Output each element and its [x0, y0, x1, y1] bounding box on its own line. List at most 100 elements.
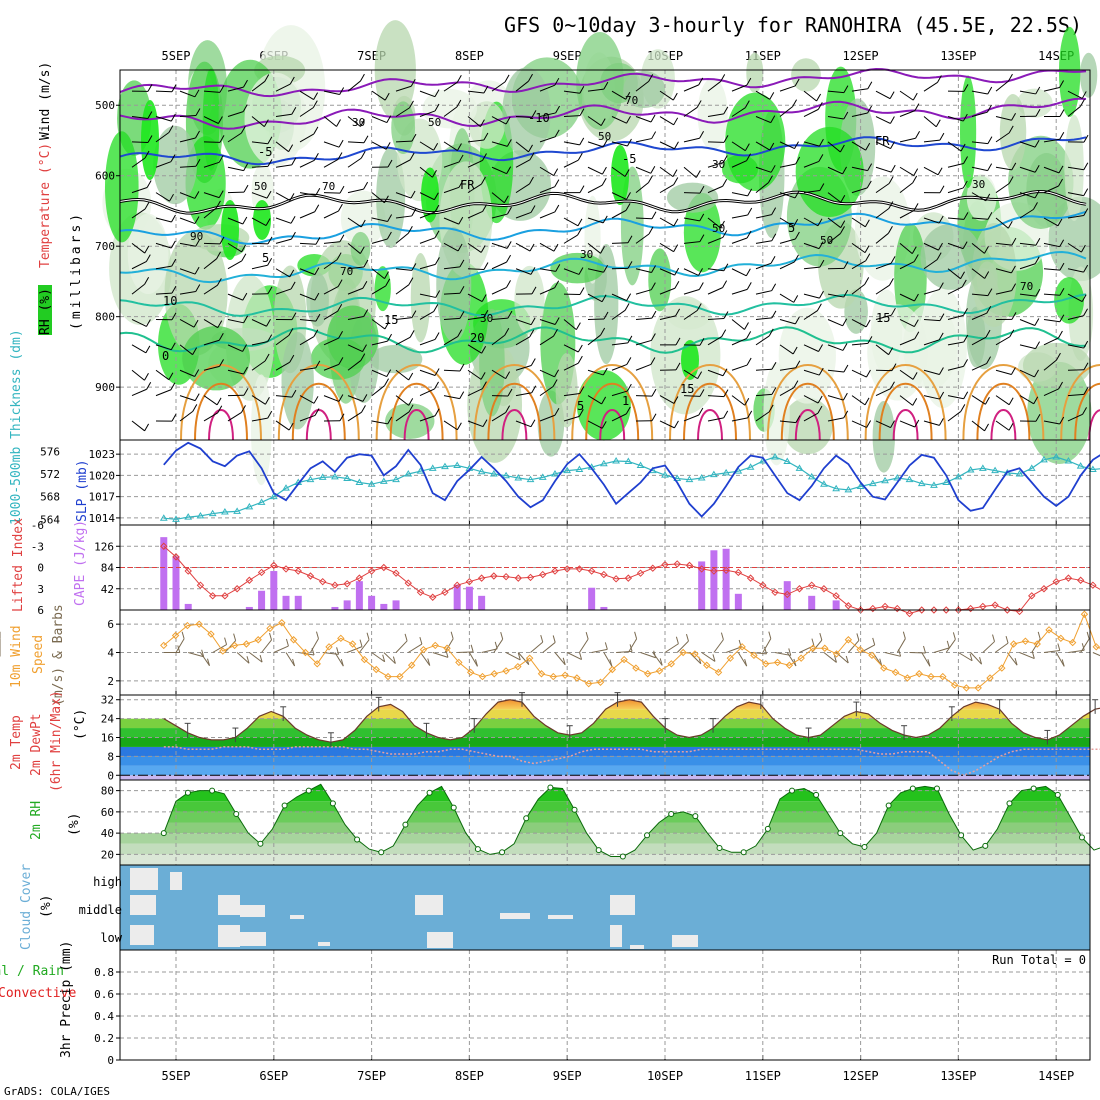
lifted-index-point	[367, 567, 376, 575]
wind-barb-flag	[818, 344, 823, 352]
wind-speed-point	[939, 672, 947, 681]
wind-barb	[899, 261, 915, 270]
lifted-index-point	[257, 568, 266, 577]
surface-warm-contour	[780, 382, 835, 441]
wind-barb-flag	[938, 418, 944, 426]
rh-blob	[350, 231, 371, 266]
wind-barb-flag	[459, 311, 465, 319]
wind-barb	[1019, 141, 1036, 148]
rh-point	[378, 849, 385, 856]
wind-barb-flag	[1059, 109, 1065, 117]
wind-barb	[659, 395, 675, 404]
wind10-barb	[970, 652, 982, 665]
wind-barb-flag	[962, 113, 968, 122]
wind10-barb	[616, 650, 633, 653]
cape-bar	[258, 590, 266, 610]
wind-barb	[1019, 369, 1035, 378]
wind-barb	[1043, 337, 1059, 346]
lifted-index-point	[930, 606, 938, 614]
wind-barb-flag	[1083, 340, 1089, 349]
date-label-bottom: 13SEP	[940, 1069, 976, 1083]
thickness-point	[820, 480, 828, 487]
wind-barb	[563, 415, 580, 422]
thickness-point	[563, 466, 572, 474]
wind-barb-flag	[963, 391, 969, 399]
wind10-barb-flag	[712, 654, 716, 662]
li-tick: 3	[37, 583, 44, 596]
wind-barb-flag	[506, 280, 511, 288]
wind-barb-flag	[314, 267, 320, 275]
lifted-index-point	[746, 574, 755, 582]
li-tick: 0	[37, 562, 44, 575]
temp2m-label-2: 2m DewPt	[29, 713, 44, 776]
wind-barb-flag	[938, 367, 944, 375]
wind-barb	[899, 90, 914, 101]
thickness-point	[612, 456, 620, 464]
wind-barb	[155, 389, 172, 397]
wind-barb	[851, 242, 866, 254]
wind-barb-flag	[434, 103, 440, 112]
wind-barb-flag	[1083, 308, 1088, 316]
wind-barb	[587, 420, 603, 429]
wind-barb	[923, 339, 940, 346]
thickness-point	[441, 462, 449, 470]
wind-barb-flag	[675, 308, 681, 317]
wind-speed-point	[655, 667, 664, 675]
thickness-point	[1027, 464, 1036, 471]
wind-barb-flag	[603, 311, 609, 320]
wind-barb-flag	[457, 329, 463, 337]
wind-barb	[995, 80, 1009, 92]
thickness-point	[991, 466, 999, 474]
wind-barb	[275, 268, 291, 278]
wind-barb-flag	[240, 125, 246, 134]
wind-barb-flag	[290, 216, 296, 224]
wind-barb-flag	[866, 180, 872, 189]
wind-barb-flag	[409, 100, 414, 109]
wind-barb-flag	[313, 92, 319, 100]
rh-blob	[791, 58, 821, 92]
wind10-barb-flag	[856, 633, 860, 641]
wind-speed-point	[419, 645, 428, 654]
wind-barb	[443, 186, 460, 194]
wind-barb	[779, 367, 796, 371]
wind-barb	[323, 90, 340, 95]
rh-blob	[683, 192, 721, 273]
wind-barb	[131, 261, 147, 270]
wind10-barb-flag	[685, 633, 689, 642]
wind-barb-flag	[1058, 381, 1064, 390]
wind-barb	[227, 369, 244, 375]
cape-bar	[172, 556, 180, 610]
lifted-index-point	[416, 588, 425, 596]
wind-barb-flag	[651, 310, 657, 319]
rh-contour-label: 50	[428, 116, 441, 129]
wind-barb	[443, 420, 458, 431]
wind-barb	[515, 365, 532, 371]
wind-speed-point	[301, 648, 310, 657]
precip-tick: 0.4	[94, 1010, 114, 1023]
wind-barb-flag	[338, 330, 343, 339]
wind-barb-flag	[627, 138, 632, 147]
wind-barb	[875, 116, 891, 124]
wind-barb	[923, 166, 939, 176]
wind-barb	[251, 116, 265, 128]
wind-barb-flag	[1058, 330, 1063, 339]
wind-barb-flag	[313, 329, 319, 337]
wind-barb-flag	[843, 85, 849, 93]
wind10-barb	[285, 652, 296, 667]
wind10-barb	[835, 652, 849, 664]
rh-blob	[959, 75, 977, 189]
thickness-point	[1015, 470, 1024, 477]
wind-barb-flag	[555, 105, 561, 114]
wind-barb	[707, 417, 724, 422]
wind10-barb	[847, 640, 860, 653]
wind-barb-flag	[771, 387, 777, 395]
rh-point	[305, 787, 312, 794]
wind-barb-flag	[602, 367, 608, 376]
wind-barb	[971, 336, 987, 346]
wind-barb	[803, 190, 820, 194]
contour-label: 20	[470, 331, 484, 345]
wind-barb-flag	[792, 346, 798, 355]
wind-barb	[875, 166, 892, 173]
wind-barb	[299, 318, 316, 322]
rh-point	[813, 791, 820, 798]
